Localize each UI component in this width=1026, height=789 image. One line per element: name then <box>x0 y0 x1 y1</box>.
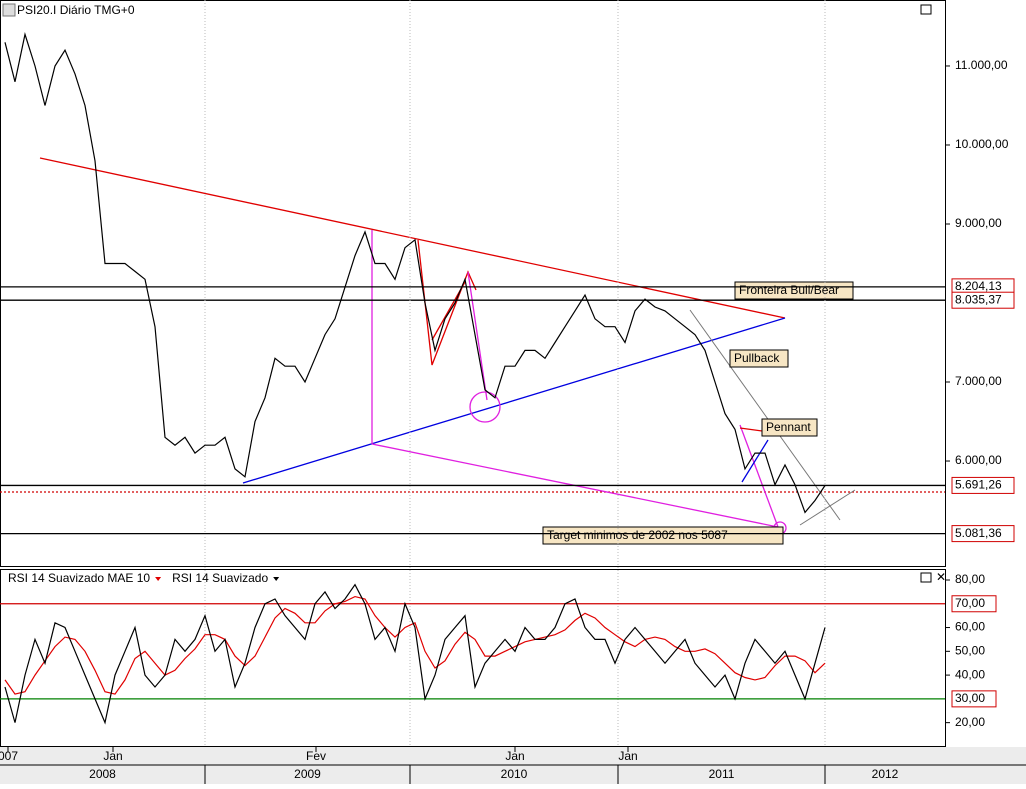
pennant-line <box>741 439 769 483</box>
y-tick-label: 50,00 <box>955 643 985 657</box>
maximize-button[interactable] <box>920 4 932 15</box>
x-tick-label: Jan <box>103 749 122 763</box>
trend-line <box>242 317 786 484</box>
rsi-pane-border <box>0 569 946 747</box>
level-label: 8.035,37 <box>955 292 1002 306</box>
measure-line <box>467 271 488 401</box>
chart-title: PSI20.I Diário TMG+0 <box>17 3 135 17</box>
x-tick-label: Jan <box>505 749 524 763</box>
year-label: 2008 <box>89 767 116 781</box>
close-button[interactable]: ✕ <box>936 570 946 584</box>
legend-label: RSI 14 Suavizado MAE 10 <box>8 571 150 585</box>
maximize-button[interactable] <box>920 572 932 583</box>
legend-dropdown <box>273 577 280 581</box>
level-label: 30,00 <box>955 691 985 705</box>
x-tick-label: Jan <box>618 749 637 763</box>
trend-line <box>39 157 786 319</box>
year-label: 2010 <box>501 767 528 781</box>
level-label-box <box>951 291 1015 309</box>
annotation-text: Target minimos de 2002 nos 5087 <box>547 528 728 542</box>
annotation-text: Pullback <box>734 351 780 365</box>
annotation-text: Fronteira Bull/Bear <box>739 283 839 297</box>
y-tick-label: 11.000,00 <box>955 58 1008 72</box>
annotation: Pennant <box>761 418 818 437</box>
level-label-box <box>951 690 997 708</box>
y-tick-label: 20,00 <box>955 715 985 729</box>
x-tick-label: 007 <box>0 749 18 763</box>
series-line <box>4 583 826 725</box>
level-label: 5.691,26 <box>955 478 1002 492</box>
annotation: Pullback <box>729 349 789 368</box>
year-label: 2009 <box>294 767 321 781</box>
year-label: 2012 <box>872 767 899 781</box>
symbol-icon[interactable] <box>2 3 16 17</box>
level-label: 8.204,13 <box>955 279 1002 293</box>
y-tick-label: 40,00 <box>955 667 985 681</box>
level-label-box <box>951 525 1015 543</box>
y-tick-label: 6.000,00 <box>955 453 1002 467</box>
channel-line <box>799 489 856 526</box>
y-tick-label: 9.000,00 <box>955 216 1002 230</box>
legend-label: RSI 14 Suavizado <box>172 571 268 585</box>
y-tick-label: 7.000,00 <box>955 374 1002 388</box>
level-label-box <box>951 595 997 613</box>
annotation: Target minimos de 2002 nos 5087 <box>542 526 784 545</box>
series-line <box>4 595 826 695</box>
annotation: Fronteira Bull/Bear <box>734 281 854 300</box>
legend-dropdown <box>155 577 162 581</box>
level-label-box <box>951 476 1015 494</box>
annotation-text: Pennant <box>766 420 811 434</box>
measure-line <box>739 424 779 528</box>
level-label: 5.081,36 <box>955 526 1002 540</box>
x-tick-label: Fev <box>306 749 326 763</box>
y-tick-label: 60,00 <box>955 620 985 634</box>
price-line <box>4 32 826 514</box>
circle-marker <box>469 391 501 423</box>
y-tick-label: 80,00 <box>955 572 985 586</box>
year-label: 2011 <box>709 767 735 781</box>
y-tick-label: 10.000,00 <box>955 137 1009 151</box>
level-label: 70,00 <box>955 596 985 610</box>
price-pane-border <box>0 0 946 567</box>
